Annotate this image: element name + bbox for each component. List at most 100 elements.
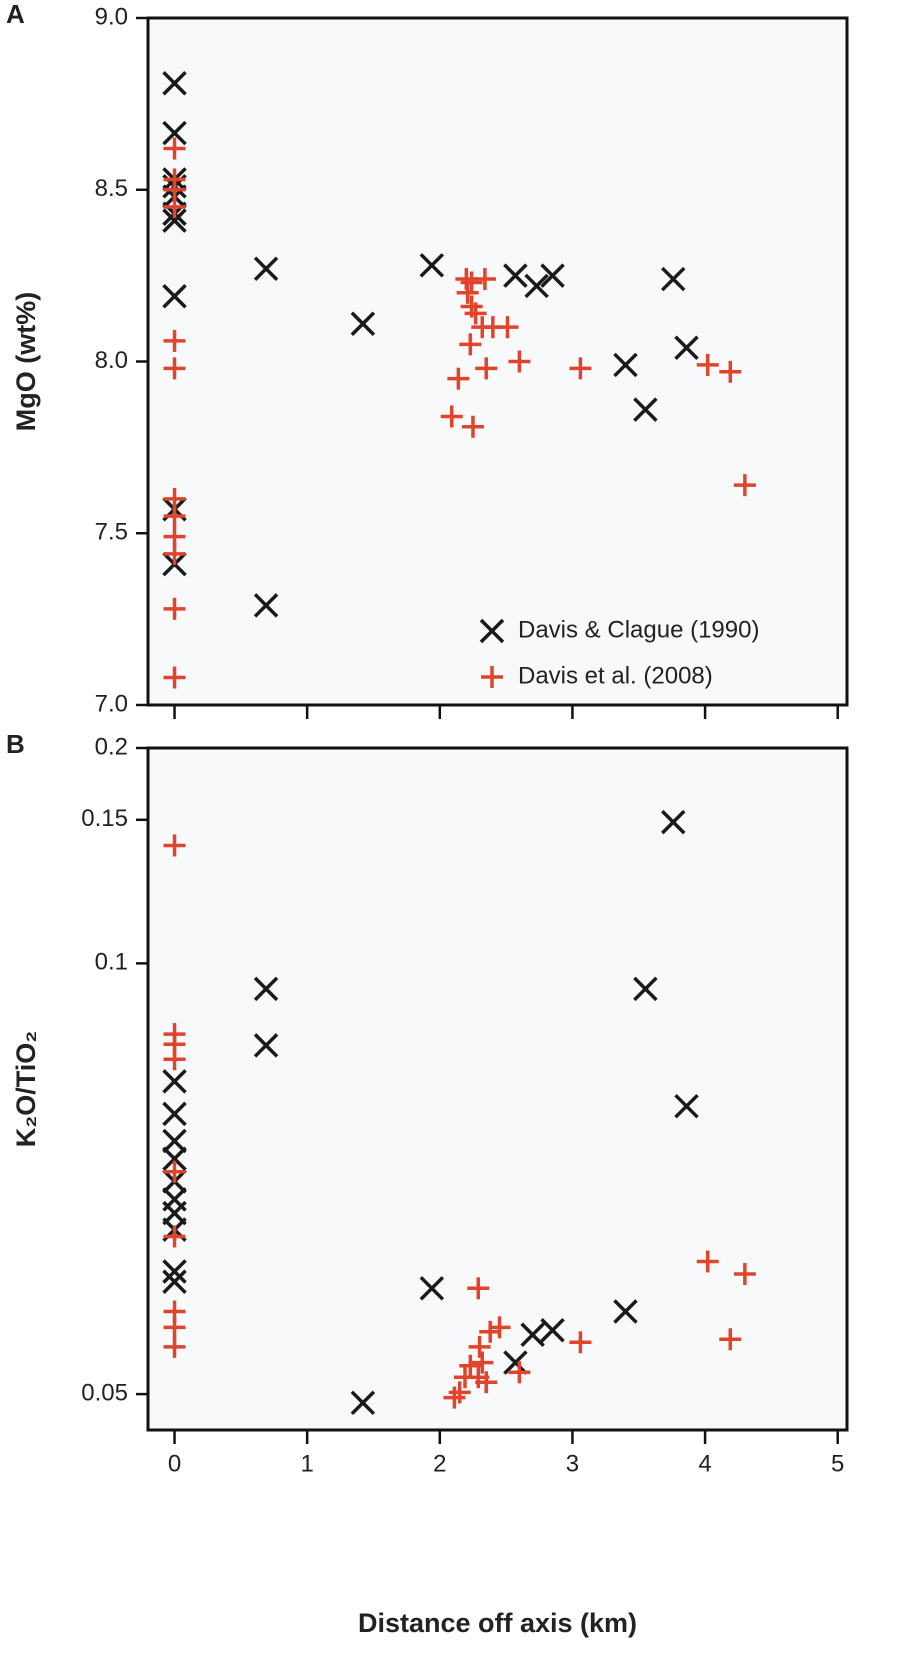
x-tick-label: 0 [168, 1450, 181, 1477]
data-point [503, 1350, 528, 1375]
data-point [253, 976, 279, 1002]
marker-stroke [674, 1093, 699, 1119]
data-point [163, 357, 186, 380]
marker-stroke [524, 273, 549, 299]
marker-stroke [162, 208, 187, 233]
marker-stroke [674, 335, 699, 360]
y-tick-label: 0.15 [81, 805, 128, 832]
data-point [419, 1276, 445, 1301]
data-point [350, 311, 376, 336]
data-point [440, 405, 463, 428]
data-point [674, 1093, 699, 1119]
marker-stroke [350, 311, 376, 336]
plot-background [148, 18, 847, 705]
data-point [503, 263, 528, 288]
data-point [733, 474, 756, 497]
data-point [473, 268, 496, 291]
data-point [459, 333, 482, 356]
data-point [162, 208, 187, 233]
marker-stroke [253, 256, 279, 281]
data-point [163, 1048, 186, 1071]
data-point [475, 357, 498, 380]
data-point [569, 1331, 592, 1354]
data-point [350, 1390, 376, 1416]
marker-stroke [540, 1318, 565, 1343]
x-tick-label: 1 [300, 1450, 313, 1477]
data-point [163, 1316, 186, 1339]
legend-label: Davis & Clague (1990) [518, 616, 759, 643]
data-point [613, 352, 638, 378]
marker-stroke [162, 1146, 187, 1171]
y-axis-title: K₂O/TiO₂ [11, 1031, 41, 1148]
legend-item: Davis & Clague (1990) [479, 616, 759, 643]
y-tick-label: 0.2 [95, 733, 128, 760]
x-tick-label: 3 [566, 1450, 579, 1477]
y-tick-label: 0.05 [81, 1379, 128, 1406]
data-point [253, 593, 279, 618]
data-point [163, 505, 186, 528]
marker-stroke [419, 253, 445, 278]
data-point [163, 137, 186, 160]
data-point [456, 281, 479, 304]
marker-stroke [162, 120, 187, 146]
legend-label: Davis et al. (2008) [518, 662, 713, 689]
data-point [475, 1371, 498, 1394]
marker-stroke [613, 352, 638, 378]
data-point [471, 1351, 494, 1374]
data-point [163, 1225, 186, 1248]
data-point [508, 1361, 531, 1384]
data-point [162, 71, 187, 96]
data-point [524, 273, 549, 299]
data-point [163, 1160, 186, 1183]
data-point [540, 1318, 565, 1343]
data-point [162, 1101, 187, 1127]
data-point [253, 1033, 279, 1058]
data-point [488, 1316, 511, 1339]
data-point [661, 809, 686, 835]
marker-stroke [162, 1128, 187, 1154]
marker-stroke [633, 397, 658, 422]
data-point [468, 1335, 491, 1358]
data-point [163, 834, 186, 857]
marker-stroke [162, 1259, 187, 1284]
data-point [461, 415, 484, 438]
data-point [674, 335, 699, 360]
data-point [162, 1146, 187, 1171]
marker-stroke [503, 263, 528, 288]
marker-stroke [661, 809, 686, 835]
data-point [162, 120, 187, 146]
data-point [163, 329, 186, 352]
data-point [162, 283, 187, 309]
data-point [479, 1320, 502, 1343]
data-point [520, 1322, 545, 1347]
marker-stroke [253, 1033, 279, 1058]
marker-stroke [419, 1276, 445, 1301]
data-point [613, 1299, 638, 1324]
marker-stroke [162, 1069, 187, 1094]
data-point [719, 360, 742, 383]
y-tick-label: 9.0 [95, 3, 128, 30]
x-tick-label: 2 [433, 1450, 446, 1477]
data-point [508, 350, 531, 373]
marker-stroke [613, 1299, 638, 1324]
data-point [633, 397, 658, 422]
marker-stroke [162, 283, 187, 309]
data-point [733, 1263, 756, 1286]
y-tick-label: 0.1 [95, 949, 128, 976]
plot-background [148, 748, 847, 1430]
y-tick-label: 7.0 [95, 690, 128, 717]
marker-stroke [253, 976, 279, 1002]
data-point [253, 256, 279, 281]
data-point [496, 316, 519, 339]
y-tick-label: 8.5 [95, 175, 128, 202]
legend-item: Davis et al. (2008) [481, 662, 713, 689]
data-point [467, 1277, 490, 1300]
data-point [696, 353, 719, 376]
marker-stroke [633, 976, 658, 1002]
data-point [448, 1381, 471, 1404]
data-point [163, 597, 186, 620]
plot-frame [146, 16, 849, 707]
marker-stroke [503, 1350, 528, 1375]
y-tick-label: 7.5 [95, 519, 128, 546]
data-point [163, 666, 186, 689]
